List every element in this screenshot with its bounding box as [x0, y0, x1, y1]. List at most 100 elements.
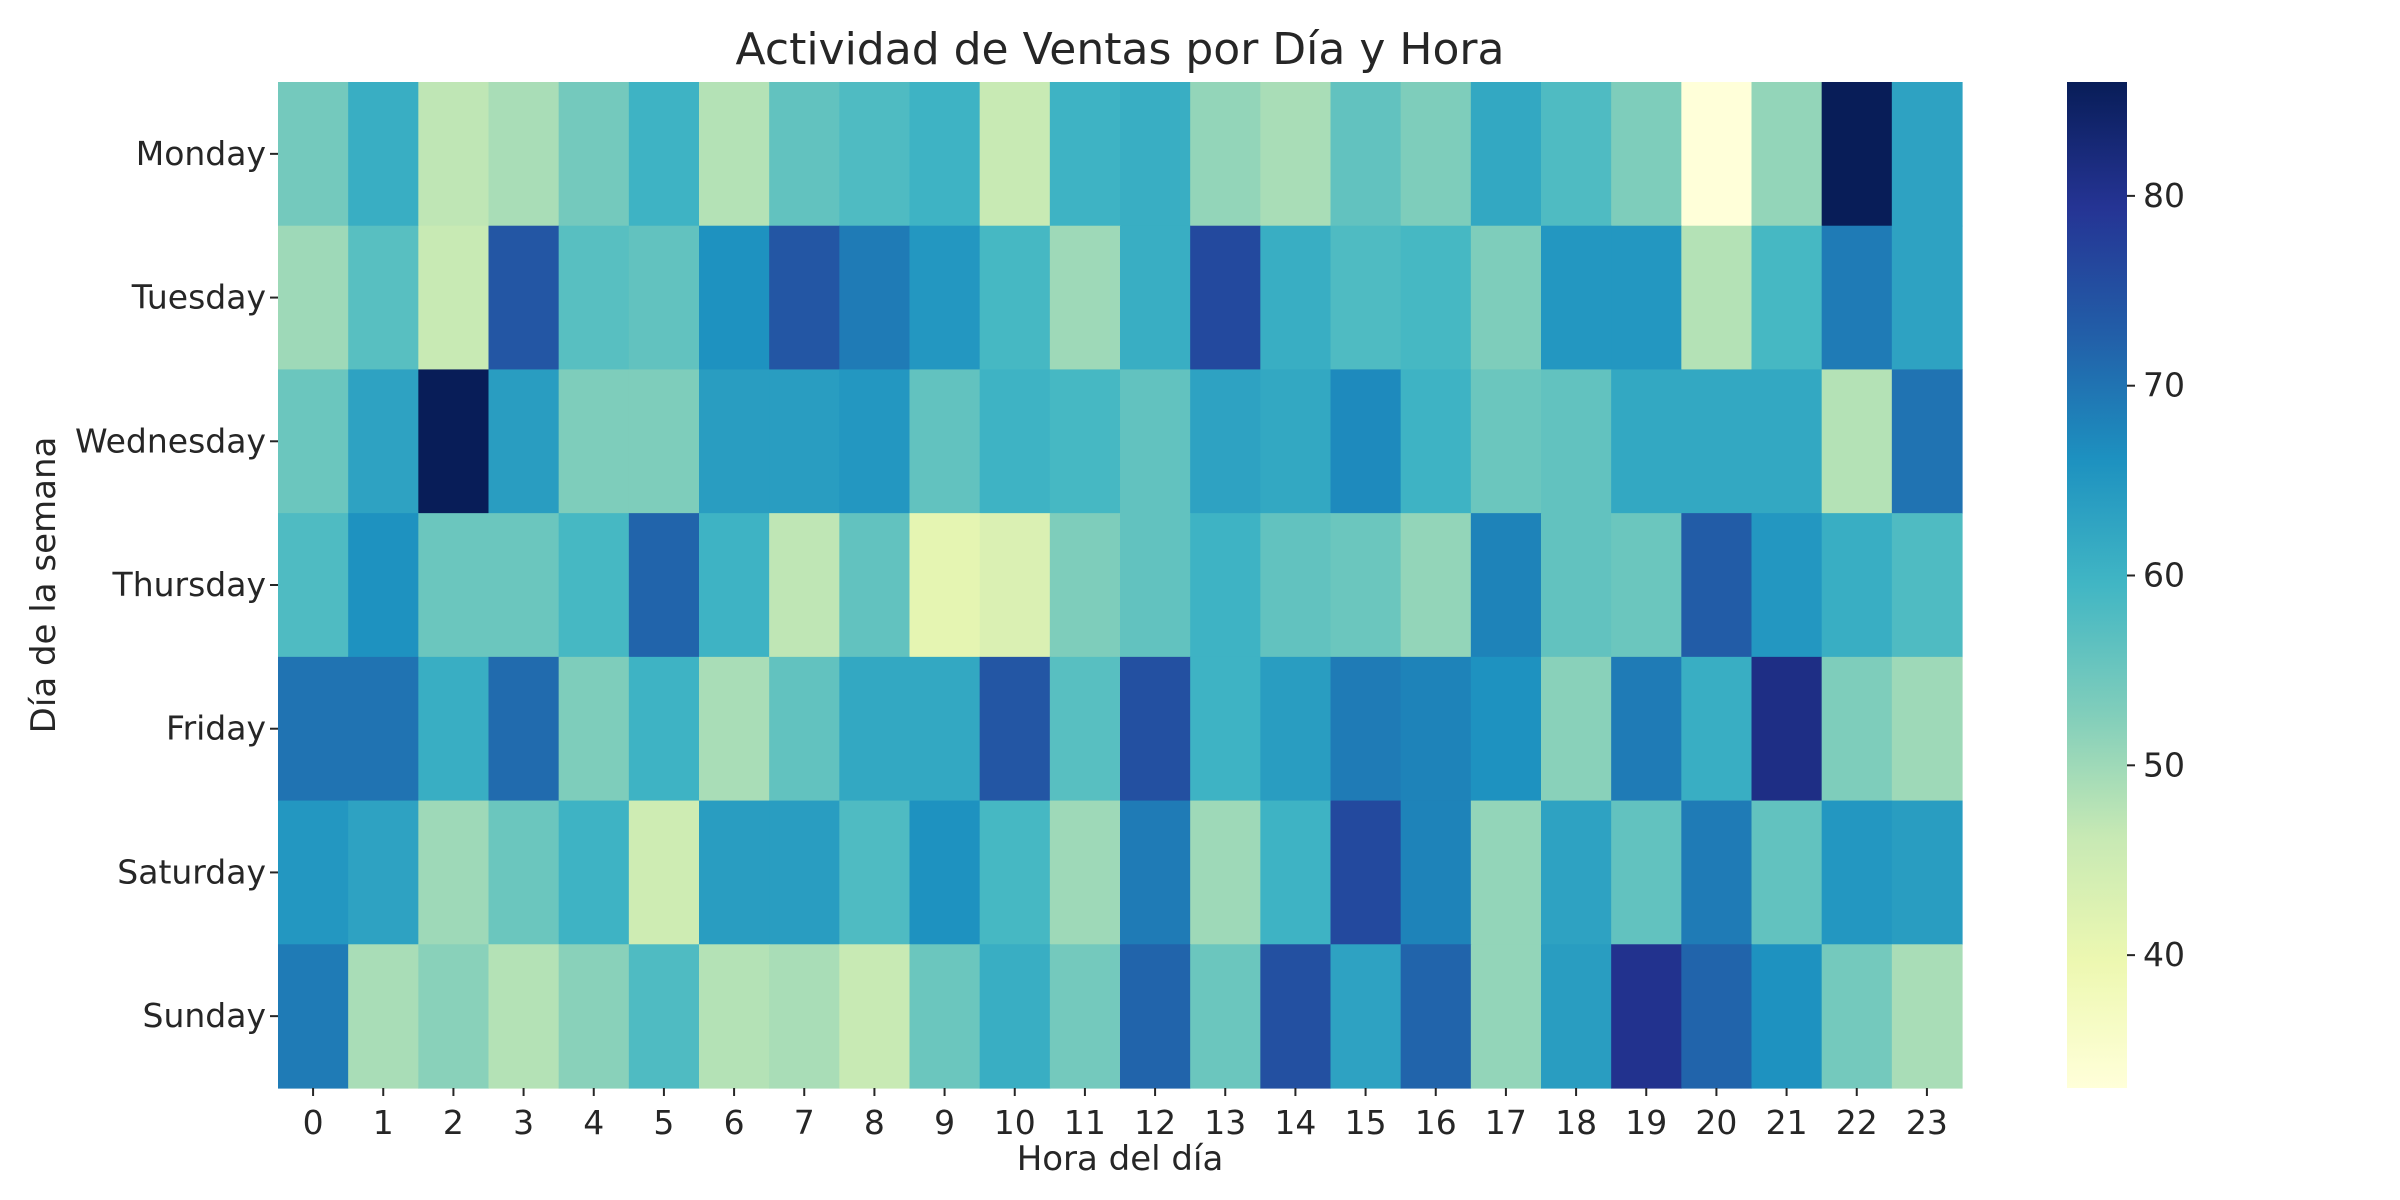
colorbar-tick-label: 40	[2143, 935, 2185, 974]
heatmap-cell	[909, 369, 981, 514]
heatmap-cell	[1891, 800, 1963, 945]
heatmap-cell	[628, 656, 700, 802]
heatmap-cell	[558, 656, 630, 802]
heatmap-cell	[1611, 656, 1682, 802]
heatmap-cell	[1821, 800, 1893, 945]
heatmap-cell	[1400, 225, 1472, 371]
heatmap-cell	[839, 800, 911, 945]
heatmap-cell	[628, 369, 700, 514]
heatmap-cell	[1260, 656, 1332, 802]
heatmap-cell	[558, 944, 630, 1089]
heatmap-cell	[1049, 82, 1121, 227]
x-tick-label: 12	[1134, 1103, 1176, 1142]
heatmap-cell	[1120, 513, 1191, 658]
heatmap-cell	[1821, 82, 1893, 227]
heatmap-cell	[1611, 944, 1682, 1089]
y-tick-label: Tuesday	[131, 278, 266, 317]
heatmap-cell	[1400, 513, 1472, 658]
heatmap-cell	[1400, 800, 1472, 945]
heatmap-cell	[699, 513, 770, 658]
heatmap-cell	[488, 82, 560, 227]
heatmap-cell	[909, 656, 981, 802]
heatmap-cell	[418, 656, 490, 802]
heatmap-cell	[558, 82, 630, 227]
heatmap-cell	[628, 944, 700, 1089]
heatmap-cell	[418, 82, 490, 227]
heatmap-cell	[909, 800, 981, 945]
heatmap-cell	[348, 82, 419, 227]
heatmap-cell	[1120, 800, 1191, 945]
heatmap-cell	[418, 225, 490, 371]
heatmap-cell	[979, 944, 1051, 1089]
heatmap-cell	[1541, 513, 1612, 658]
heatmap-cell	[1751, 369, 1823, 514]
x-tick-label: 8	[864, 1103, 885, 1142]
heatmap-cell	[1681, 82, 1753, 227]
x-tick-label: 20	[1695, 1103, 1737, 1142]
heatmap-cell	[1049, 800, 1121, 945]
heatmap-cell	[1751, 944, 1823, 1089]
heatmap-cell	[1049, 225, 1121, 371]
y-tick-label: Sunday	[143, 996, 266, 1035]
heatmap-cell	[1891, 513, 1963, 658]
heatmap-cell	[1190, 944, 1261, 1089]
colorbar	[2067, 82, 2127, 1088]
colorbar-tick-label: 50	[2143, 745, 2185, 784]
heatmap-cell	[1541, 225, 1612, 371]
heatmap-cell	[979, 656, 1051, 802]
x-tick-label: 6	[724, 1103, 745, 1142]
heatmap-cell	[278, 513, 349, 658]
x-tick-label: 0	[303, 1103, 324, 1142]
heatmap-cell	[278, 369, 349, 514]
x-tick-label: 21	[1766, 1103, 1808, 1142]
heatmap-cell	[699, 656, 770, 802]
heatmap-cell	[348, 513, 419, 658]
x-tick-label: 14	[1274, 1103, 1316, 1142]
heatmap-cell	[1260, 513, 1332, 658]
chart-title: Actividad de Ventas por Día y Hora	[736, 24, 1505, 75]
x-tick-label: 13	[1204, 1103, 1246, 1142]
heatmap-cell	[979, 513, 1051, 658]
heatmap-cell	[488, 944, 560, 1089]
heatmap-cell	[1330, 800, 1402, 945]
heatmap-cell	[839, 944, 911, 1089]
heatmap-cell	[1891, 82, 1963, 227]
heatmap-cell	[628, 513, 700, 658]
heatmap-cell	[909, 225, 981, 371]
heatmap-cell	[348, 656, 419, 802]
heatmap-cell	[1190, 225, 1261, 371]
heatmap-cell	[979, 225, 1051, 371]
heatmap-cell	[488, 369, 560, 514]
heatmap-cell	[1120, 82, 1191, 227]
heatmap-cell	[278, 656, 349, 802]
x-tick-label: 18	[1555, 1103, 1597, 1142]
heatmap-cell	[1821, 369, 1893, 514]
heatmap-cell	[1821, 944, 1893, 1089]
heatmap-cell	[1751, 513, 1823, 658]
heatmap-cell	[1611, 800, 1682, 945]
x-tick-label: 23	[1906, 1103, 1948, 1142]
heatmap-cell	[1891, 225, 1963, 371]
heatmap-cell	[1190, 513, 1261, 658]
heatmap-cell	[1470, 513, 1542, 658]
heatmap-cell	[1470, 944, 1542, 1089]
heatmap-cell	[769, 225, 840, 371]
heatmap-cell	[1470, 656, 1542, 802]
heatmap-cell	[278, 944, 349, 1089]
heatmap-cell	[558, 800, 630, 945]
heatmap-cell	[1120, 225, 1191, 371]
heatmap-cell	[1611, 82, 1682, 227]
heatmap-cell	[628, 800, 700, 945]
heatmap-cells	[278, 82, 1963, 1089]
heatmap-cell	[628, 225, 700, 371]
heatmap-cell	[1049, 513, 1121, 658]
heatmap-cell	[1330, 944, 1402, 1089]
x-tick-label: 22	[1836, 1103, 1878, 1142]
heatmap-cell	[1190, 369, 1261, 514]
heatmap-cell	[1120, 944, 1191, 1089]
heatmap-cell	[348, 369, 419, 514]
heatmap-cell	[1330, 656, 1402, 802]
heatmap-cell	[1681, 369, 1753, 514]
heatmap-cell	[1751, 82, 1823, 227]
